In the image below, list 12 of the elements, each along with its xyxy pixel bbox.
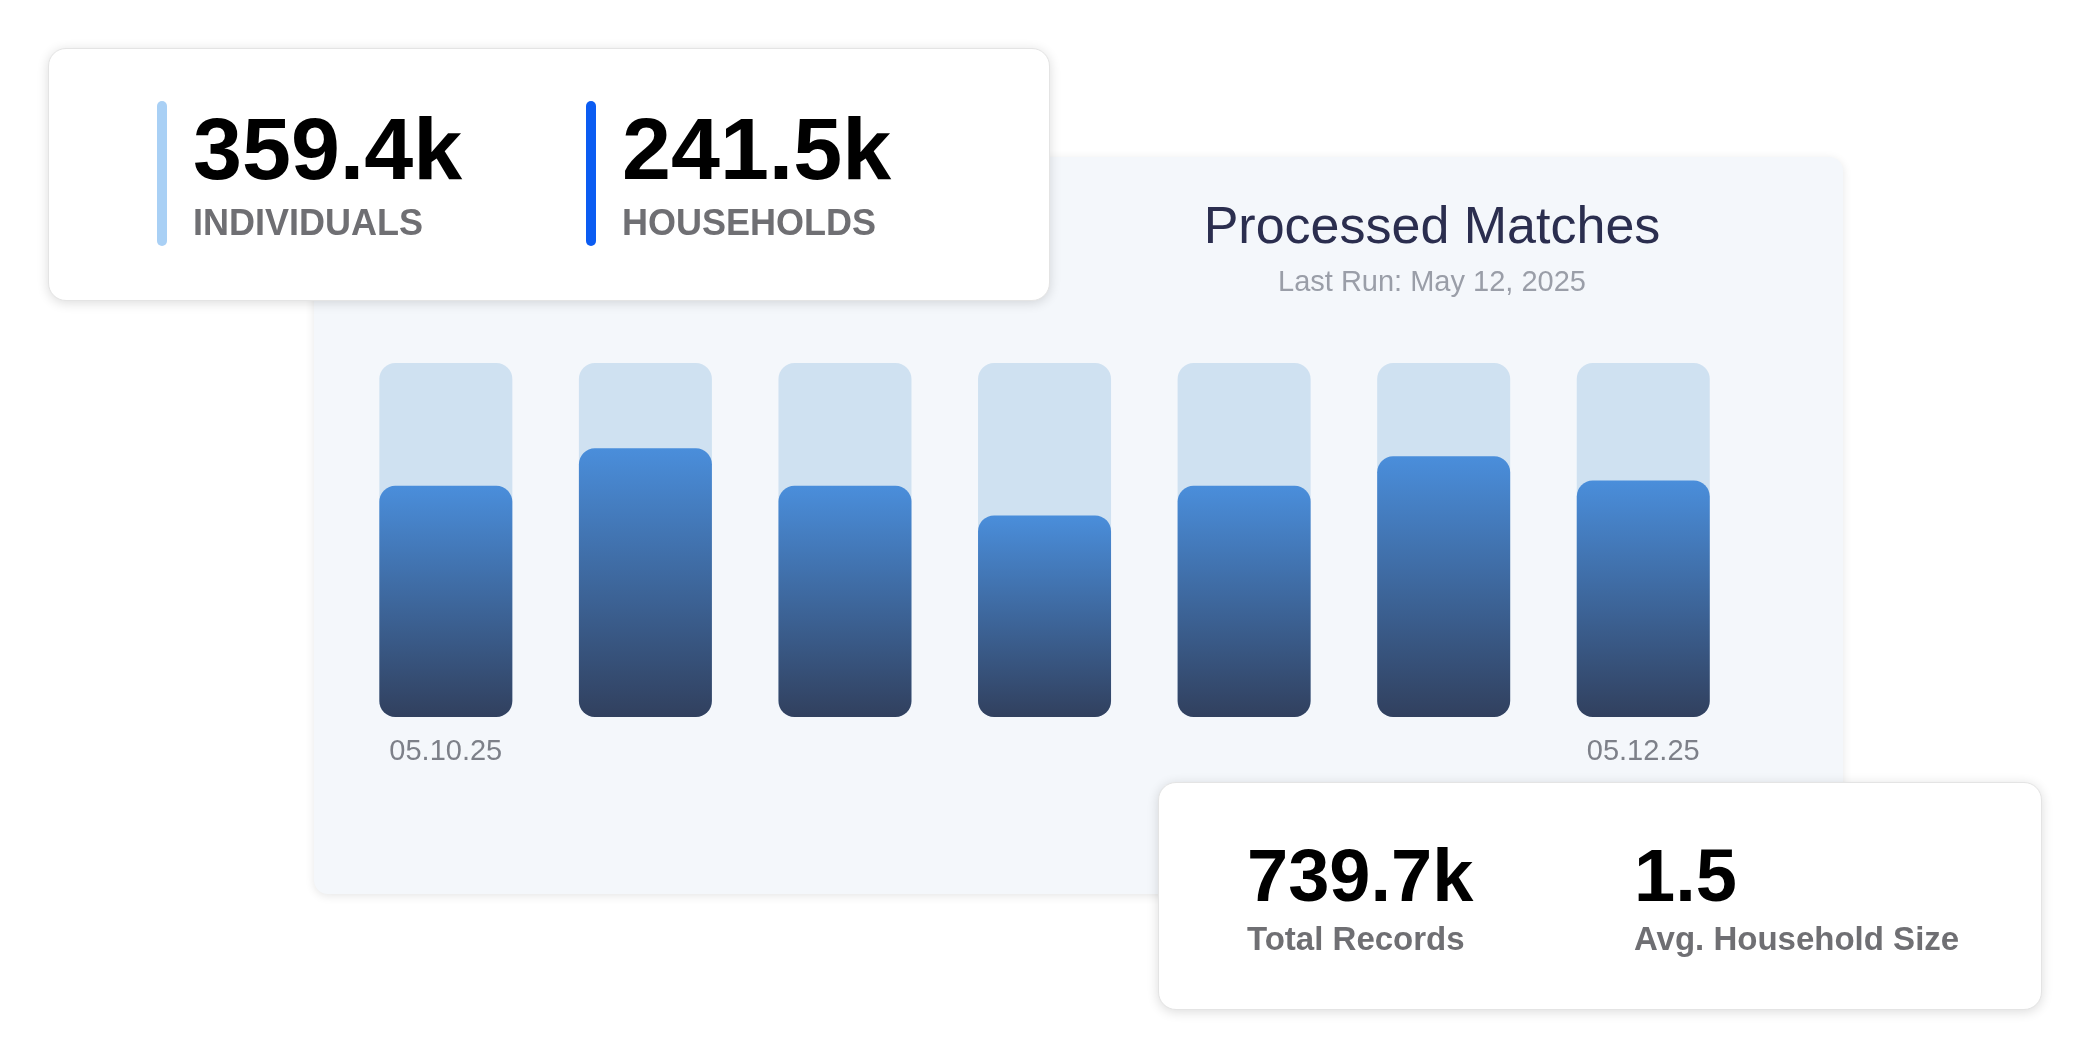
category-label: Avg. Household Size [1634,920,1960,959]
chart-subtitle: Last Run: May 12, 2025 [1277,265,1587,298]
chart-title: Processed Matches [1202,195,1662,255]
text: 359.4k [193,99,463,198]
category-label: INDIVIDUALS [193,201,424,244]
text: 1.5 [1634,834,1737,917]
category-label: HOUSEHOLDS [622,201,878,244]
x-tick-label: 05.12.25 [1586,733,1700,766]
text: 739.7k [1247,834,1474,917]
text: 241.5k [622,99,892,198]
category-label: Total Records [1247,920,1466,959]
x-tick-label: 05.10.25 [389,733,503,766]
